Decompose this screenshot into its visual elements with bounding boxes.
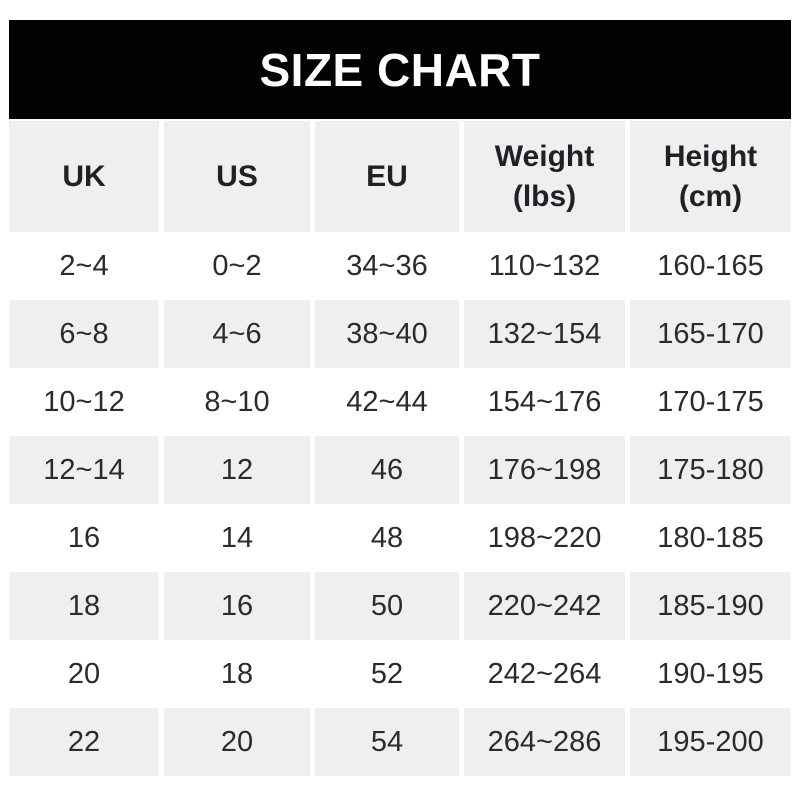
header-label: EU bbox=[366, 159, 408, 193]
cell-uk: 18 bbox=[9, 572, 159, 640]
cell-us: 18 bbox=[164, 640, 310, 708]
cell-eu: 46 bbox=[315, 436, 459, 504]
cell-us: 14 bbox=[164, 504, 310, 572]
cell-eu: 48 bbox=[315, 504, 459, 572]
cell-uk: 16 bbox=[9, 504, 159, 572]
cell-weight: 154~176 bbox=[464, 368, 625, 436]
cell-height: 160-165 bbox=[630, 232, 791, 300]
cell-weight: 110~132 bbox=[464, 232, 625, 300]
header-cell-weight: Weight (lbs) bbox=[464, 121, 625, 232]
cell-uk: 10~12 bbox=[9, 368, 159, 436]
cell-height: 170-175 bbox=[630, 368, 791, 436]
cell-height: 190-195 bbox=[630, 640, 791, 708]
cell-weight: 242~264 bbox=[464, 640, 625, 708]
cell-eu: 42~44 bbox=[315, 368, 459, 436]
cell-uk: 20 bbox=[9, 640, 159, 708]
cell-height: 175-180 bbox=[630, 436, 791, 504]
header-cell-eu: EU bbox=[315, 121, 459, 232]
cell-eu: 50 bbox=[315, 572, 459, 640]
cell-us: 4~6 bbox=[164, 300, 310, 368]
cell-weight: 176~198 bbox=[464, 436, 625, 504]
header-label: Weight bbox=[494, 139, 595, 173]
cell-uk: 22 bbox=[9, 708, 159, 776]
cell-weight: 264~286 bbox=[464, 708, 625, 776]
title-banner: SIZE CHART bbox=[9, 20, 791, 119]
cell-height: 165-170 bbox=[630, 300, 791, 368]
size-table: UK US EU Weight (lbs) Height (cm) 2~4 0~2 … bbox=[9, 121, 791, 776]
header-sublabel: (cm) bbox=[678, 179, 743, 213]
cell-uk: 2~4 bbox=[9, 232, 159, 300]
cell-weight: 132~154 bbox=[464, 300, 625, 368]
cell-eu: 54 bbox=[315, 708, 459, 776]
cell-weight: 198~220 bbox=[464, 504, 625, 572]
cell-weight: 220~242 bbox=[464, 572, 625, 640]
header-label: Height bbox=[663, 139, 758, 173]
cell-us: 8~10 bbox=[164, 368, 310, 436]
cell-us: 16 bbox=[164, 572, 310, 640]
header-cell-uk: UK bbox=[9, 121, 159, 232]
cell-height: 180-185 bbox=[630, 504, 791, 572]
cell-us: 0~2 bbox=[164, 232, 310, 300]
header-cell-us: US bbox=[164, 121, 310, 232]
header-cell-height: Height (cm) bbox=[630, 121, 791, 232]
header-sublabel: (lbs) bbox=[512, 179, 577, 213]
cell-height: 185-190 bbox=[630, 572, 791, 640]
cell-eu: 52 bbox=[315, 640, 459, 708]
cell-uk: 12~14 bbox=[9, 436, 159, 504]
page-title: SIZE CHART bbox=[259, 43, 541, 96]
header-label: US bbox=[216, 159, 258, 193]
cell-us: 12 bbox=[164, 436, 310, 504]
cell-eu: 38~40 bbox=[315, 300, 459, 368]
cell-height: 195-200 bbox=[630, 708, 791, 776]
cell-uk: 6~8 bbox=[9, 300, 159, 368]
header-label: UK bbox=[62, 159, 106, 193]
cell-us: 20 bbox=[164, 708, 310, 776]
cell-eu: 34~36 bbox=[315, 232, 459, 300]
